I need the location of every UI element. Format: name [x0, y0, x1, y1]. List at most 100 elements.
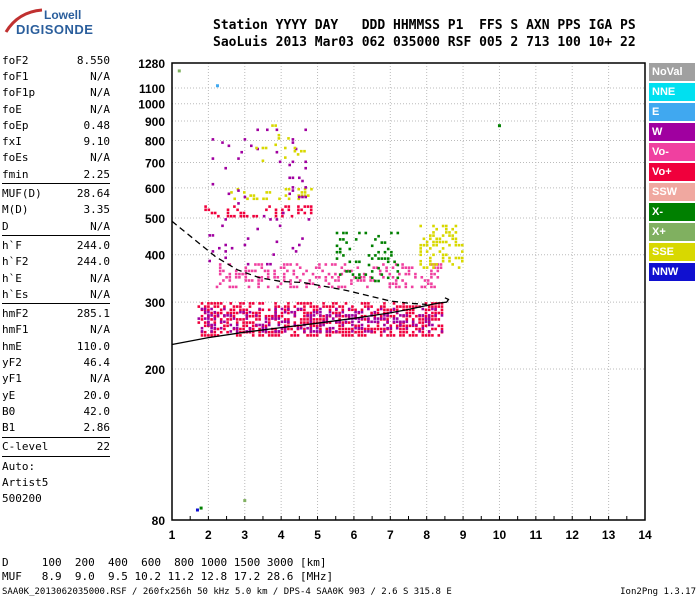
param-row: Artist5	[2, 474, 110, 490]
y-tick-label: 1280	[138, 57, 165, 71]
param-value: 3.35	[83, 203, 111, 217]
legend-item-sse: SSE	[649, 243, 695, 261]
param-row: foF1p N/A	[2, 85, 110, 101]
echo-point	[266, 276, 270, 279]
echo-point	[235, 323, 239, 327]
echo-point	[335, 311, 338, 315]
echo-point	[402, 330, 405, 334]
x-tick-label: 10	[493, 528, 507, 542]
echo-point	[287, 307, 290, 311]
echo-point	[287, 302, 290, 305]
echo-point	[410, 285, 414, 289]
echo-point	[382, 263, 385, 266]
echo-point	[251, 330, 255, 334]
echo-point	[362, 279, 366, 282]
echo-point	[405, 311, 409, 315]
echo-point	[238, 276, 241, 279]
echo-point	[296, 334, 300, 337]
echo-point	[200, 326, 204, 330]
echo-point	[210, 307, 213, 311]
echo-point	[244, 266, 248, 269]
echo-point	[386, 276, 390, 280]
echo-point	[275, 150, 279, 154]
echo-point	[379, 334, 383, 337]
echo-point	[427, 334, 431, 337]
echo-point	[250, 269, 254, 273]
echo-point	[319, 318, 322, 321]
echo-point	[315, 334, 319, 337]
echo-point	[454, 231, 458, 234]
echo-point	[354, 276, 358, 280]
echo-point	[363, 302, 367, 305]
echo-point	[347, 307, 351, 311]
echo-point	[344, 302, 348, 305]
echo-point	[376, 308, 380, 312]
ionogram-chart: 1 2 3 4 5 6 7 8 9 10 11 12 13 14802003004005006007008…	[138, 57, 652, 542]
echo-point	[373, 310, 377, 314]
echo-point	[457, 266, 461, 269]
echo-point	[383, 308, 386, 312]
x-tick-label: 4	[278, 528, 285, 542]
echo-point	[235, 330, 239, 333]
echo-point	[375, 266, 379, 269]
param-label: Auto:	[2, 459, 36, 473]
echo-point	[436, 269, 440, 273]
echo-point	[383, 241, 387, 244]
echo-point	[360, 317, 364, 320]
echo-point	[309, 324, 313, 328]
echo-point	[344, 334, 348, 337]
echo-point	[251, 327, 255, 331]
echo-point	[251, 324, 255, 328]
echo-point	[448, 231, 451, 234]
echo-point	[298, 266, 302, 269]
echo-point	[218, 266, 222, 269]
echo-point	[376, 327, 380, 331]
echo-point	[232, 314, 236, 318]
echo-point	[347, 330, 351, 334]
legend-item-x: X-	[649, 203, 695, 221]
echo-point	[284, 187, 288, 191]
echo-point	[265, 191, 268, 194]
echo-point	[347, 321, 351, 324]
param-row: MUF(D) 28.64	[2, 185, 110, 201]
echo-point	[289, 285, 292, 289]
y-tick-label: 500	[145, 212, 165, 226]
param-row: h`F2 244.0	[2, 254, 110, 270]
echo-point	[367, 305, 370, 308]
echo-point	[211, 138, 215, 141]
echo-point	[239, 334, 242, 337]
echo-point	[353, 276, 356, 279]
echo-point	[438, 240, 442, 244]
echo-point	[357, 324, 361, 328]
echo-point	[328, 334, 332, 337]
echo-point	[392, 302, 396, 305]
echo-point	[441, 224, 445, 228]
echo-point	[386, 247, 390, 251]
echo-point	[445, 240, 448, 244]
echo-point	[433, 285, 436, 289]
echo-point	[293, 330, 297, 334]
echo-point	[229, 302, 233, 305]
echo-point	[408, 324, 412, 328]
echo-point	[242, 327, 245, 331]
echo-point	[311, 272, 315, 276]
param-value: 28.64	[76, 187, 110, 201]
echo-point	[229, 323, 233, 327]
echo-point	[354, 330, 357, 334]
echo-point	[266, 128, 269, 132]
echo-point	[418, 330, 421, 333]
param-value: N/A	[90, 372, 110, 386]
echo-point	[328, 326, 332, 330]
echo-point	[422, 237, 426, 241]
echo-point	[324, 263, 328, 266]
echo-point	[207, 317, 210, 320]
echo-point	[235, 311, 239, 315]
echo-point	[224, 250, 227, 253]
echo-point	[354, 260, 358, 264]
echo-point	[269, 262, 272, 266]
echo-point	[242, 310, 245, 314]
echo-point	[461, 243, 464, 247]
echo-point	[203, 324, 207, 328]
echo-point	[297, 197, 300, 201]
echo-point	[297, 194, 300, 197]
